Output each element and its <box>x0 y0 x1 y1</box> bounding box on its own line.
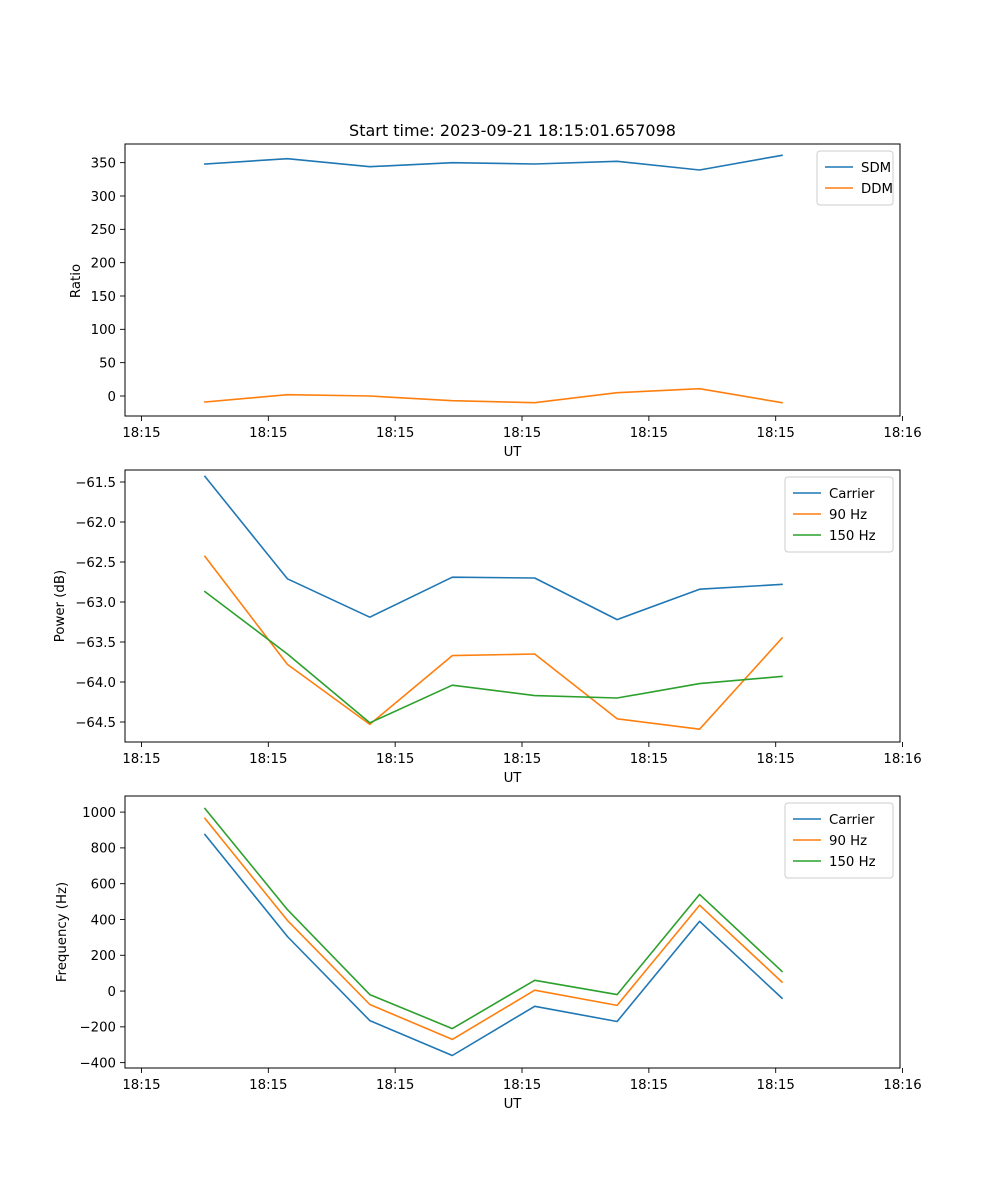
frequency-legend-label: Carrier <box>829 813 875 828</box>
ratio-x-tick-label: 18:15 <box>757 426 795 441</box>
frequency-x-tick-label: 18:15 <box>122 1078 160 1093</box>
ratio-legend-label: SDM <box>861 161 891 176</box>
frequency-x-tick-label: 18:15 <box>630 1078 668 1093</box>
ratio-axes-frame <box>124 143 901 417</box>
frequency-y-tick-label: 200 <box>91 949 116 964</box>
ratio-panel: Start time: 2023-09-21 18:15:01.657098 1… <box>69 121 922 460</box>
ratio-x-tick-label: 18:15 <box>122 426 160 441</box>
power-y-tick-label: −61.5 <box>75 476 116 491</box>
power-y-tick-label: −64.5 <box>75 716 116 731</box>
ratio-x-tick-label: 18:15 <box>630 426 668 441</box>
ratio-x-tick-label: 18:16 <box>883 426 921 441</box>
power-panel: 18:15 18:15 18:15 18:15 18:15 18:15 18:16 −64.… <box>53 469 922 786</box>
frequency-series-150-hz <box>203 807 784 1030</box>
frequency-series-90-hz <box>203 817 784 1041</box>
frequency-y-tick-label: 600 <box>91 877 116 892</box>
frequency-legend-label: 150 Hz <box>829 855 876 870</box>
power-x-tick-label: 18:15 <box>249 752 287 767</box>
power-series-carrier <box>203 475 783 621</box>
frequency-series-carrier <box>203 833 784 1057</box>
frequency-x-tick-label: 18:15 <box>376 1078 414 1093</box>
ratio-x-axis-label: UT <box>504 445 523 460</box>
frequency-y-tick-label: 800 <box>91 842 116 857</box>
chart-title: Start time: 2023-09-21 18:15:01.657098 <box>349 121 676 140</box>
frequency-axes-frame <box>124 795 901 1069</box>
frequency-y-tick-label: 1000 <box>82 806 116 821</box>
power-y-axis-label: Power (dB) <box>53 570 68 642</box>
power-y-tick-label: −63.5 <box>75 636 116 651</box>
ratio-x-tick-label: 18:15 <box>503 426 541 441</box>
power-axes-frame <box>124 469 901 743</box>
ratio-y-tick-label: 250 <box>91 223 116 238</box>
frequency-y-tick-label: −400 <box>79 1056 116 1071</box>
frequency-panel: 18:15 18:15 18:15 18:15 18:15 18:15 18:16 −400… <box>55 795 922 1112</box>
power-series-150-hz <box>203 590 783 724</box>
power-x-tick-label: 18:15 <box>503 752 541 767</box>
frequency-y-tick-label: −200 <box>79 1021 116 1036</box>
power-y-tick-label: −64.0 <box>75 676 116 691</box>
power-y-tick-label: −62.5 <box>75 556 116 571</box>
ratio-y-axis-label: Ratio <box>69 264 84 298</box>
frequency-y-axis-label: Frequency (Hz) <box>55 882 70 982</box>
ratio-y-tick-label: 0 <box>108 390 116 405</box>
power-legend-label: 150 Hz <box>829 529 876 544</box>
ratio-y-tick-label: 100 <box>91 323 116 338</box>
ratio-legend <box>816 150 894 206</box>
ratio-x-tick-label: 18:15 <box>249 426 287 441</box>
frequency-x-axis-label: UT <box>504 1097 523 1112</box>
ratio-y-tick-label: 300 <box>91 190 116 205</box>
power-x-tick-label: 18:15 <box>630 752 668 767</box>
power-x-tick-label: 18:16 <box>883 752 921 767</box>
power-x-tick-label: 18:15 <box>376 752 414 767</box>
frequency-y-tick-label: 0 <box>108 985 116 1000</box>
frequency-y-tick-label: 400 <box>91 913 116 928</box>
power-legend-label: Carrier <box>829 487 875 502</box>
ratio-x-tick-label: 18:15 <box>376 426 414 441</box>
power-x-tick-label: 18:15 <box>757 752 795 767</box>
power-legend-label: 90 Hz <box>829 508 867 523</box>
ratio-y-tick-label: 350 <box>91 156 116 171</box>
power-series-90-hz <box>203 555 784 731</box>
power-y-tick-label: −62.0 <box>75 516 116 531</box>
ratio-y-tick-label: 200 <box>91 256 116 271</box>
ratio-series-sdm <box>204 154 783 171</box>
power-x-tick-label: 18:15 <box>122 752 160 767</box>
power-y-tick-label: −63.0 <box>75 596 116 611</box>
ratio-y-tick-label: 50 <box>99 356 116 371</box>
power-x-axis-label: UT <box>504 771 523 786</box>
frequency-legend-label: 90 Hz <box>829 834 867 849</box>
frequency-x-tick-label: 18:15 <box>757 1078 795 1093</box>
frequency-x-tick-label: 18:15 <box>503 1078 541 1093</box>
frequency-x-tick-label: 18:16 <box>883 1078 921 1093</box>
frequency-x-tick-label: 18:15 <box>249 1078 287 1093</box>
ratio-series-ddm <box>204 387 783 404</box>
ratio-y-tick-label: 150 <box>91 290 116 305</box>
ratio-legend-label: DDM <box>861 182 893 197</box>
power-legend <box>784 476 894 553</box>
frequency-legend <box>784 802 894 879</box>
